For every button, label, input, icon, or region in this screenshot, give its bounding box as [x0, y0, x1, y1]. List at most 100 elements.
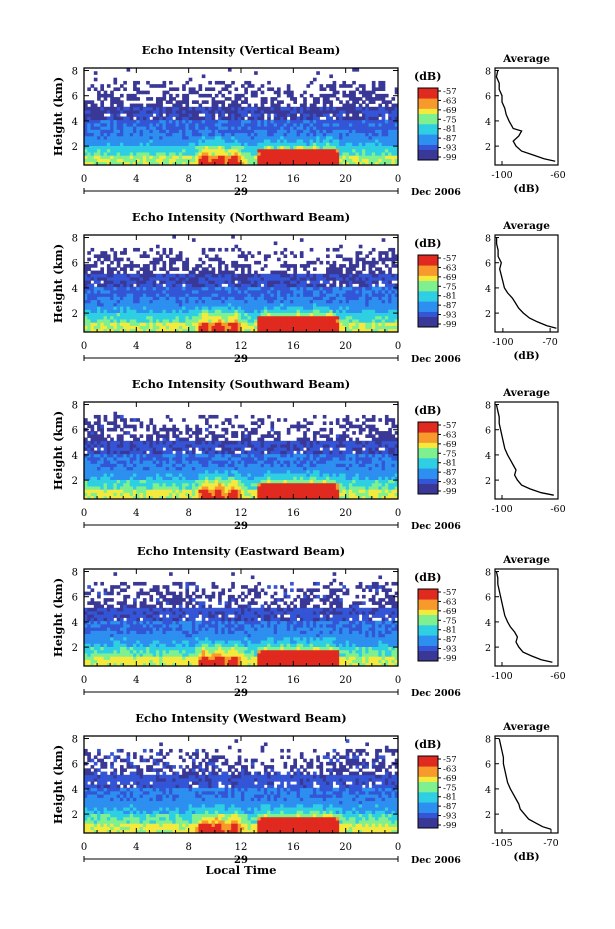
heatmap-cell — [116, 299, 121, 304]
heatmap-cell — [322, 277, 327, 281]
heatmap-cell — [244, 87, 248, 92]
heatmap-cell — [280, 139, 284, 143]
heatmap-cell — [293, 299, 297, 304]
heatmap-cell — [90, 296, 95, 301]
heatmap-cell — [136, 280, 140, 284]
heatmap-cell — [139, 148, 144, 153]
heatmap-cell — [152, 315, 157, 320]
heatmap-cell — [322, 135, 327, 140]
heatmap-cell — [241, 319, 245, 323]
heatmap-cell — [231, 161, 235, 166]
heatmap-cell — [162, 296, 167, 301]
heatmap-cell — [365, 315, 369, 320]
heatmap-cell — [218, 270, 222, 275]
heatmap-cell — [97, 319, 101, 323]
heatmap-cell — [227, 273, 232, 278]
heatmap-cell — [87, 453, 91, 458]
heatmap-cell — [241, 277, 245, 281]
heatmap-cell — [352, 145, 356, 150]
heatmap-cell — [159, 119, 163, 124]
heatmap-cell — [165, 466, 170, 471]
heatmap-cell — [388, 100, 392, 104]
heatmap-cell — [247, 122, 252, 127]
heatmap-cell — [267, 161, 271, 166]
heatmap-cell — [106, 257, 111, 262]
heatmap-cell — [303, 90, 307, 95]
heatmap-cell — [123, 328, 127, 333]
heatmap-cell — [306, 299, 311, 304]
heatmap-cell — [342, 126, 347, 130]
heatmap-cell — [391, 315, 396, 320]
heatmap-cell — [205, 306, 209, 310]
heatmap-cell — [165, 319, 170, 323]
heatmap-cell — [388, 148, 392, 153]
heatmap-cell — [142, 273, 147, 278]
heatmap-cell — [254, 139, 258, 143]
heatmap-cell — [201, 286, 206, 291]
heatmap-cell — [290, 328, 294, 333]
heatmap-cell — [155, 456, 160, 461]
heatmap-cell — [175, 132, 180, 137]
heatmap-cell — [123, 492, 127, 497]
heatmap-cell — [306, 312, 311, 317]
heatmap-cell — [247, 80, 252, 85]
heatmap-cell — [316, 158, 320, 163]
heatmap-cell — [129, 106, 134, 111]
heatmap-cell — [362, 315, 366, 320]
heatmap-cell — [286, 135, 291, 140]
heatmap-cell — [191, 489, 196, 493]
heatmap-cell — [270, 325, 275, 330]
heatmap-cell — [123, 110, 127, 114]
heatmap-cell — [309, 139, 314, 143]
heatmap-cell — [152, 328, 157, 333]
heatmap-cell — [316, 306, 320, 310]
heatmap-cell — [355, 132, 360, 137]
heatmap-cell — [159, 135, 163, 140]
heatmap-cell — [218, 155, 222, 159]
heatmap-cell — [100, 139, 105, 143]
heatmap-cell — [221, 280, 226, 284]
heatmap-cell — [335, 97, 340, 101]
heatmap-cell — [365, 293, 369, 297]
heatmap-cell — [355, 106, 360, 111]
heatmap-cell — [312, 286, 317, 291]
heatmap-cell — [329, 325, 333, 330]
heatmap-cell — [283, 126, 288, 130]
heatmap-cell — [290, 302, 294, 307]
heatmap-cell — [110, 103, 114, 108]
heatmap-cell — [169, 444, 173, 448]
heatmap-cell — [110, 456, 114, 461]
heatmap-cell — [247, 110, 252, 114]
heatmap-cell — [326, 161, 330, 166]
heatmap-cell — [162, 328, 167, 333]
heatmap-cell — [123, 142, 127, 146]
heatmap-cell — [316, 283, 320, 288]
heatmap-cell — [198, 161, 203, 166]
heatmap-cell — [218, 116, 222, 121]
heatmap-cell — [103, 453, 108, 458]
heatmap-cell — [175, 106, 180, 111]
heatmap-cell — [273, 126, 278, 130]
heatmap-cell — [218, 161, 222, 166]
heatmap-cell — [208, 126, 212, 130]
heatmap-cell — [87, 161, 91, 166]
heatmap-cell — [237, 325, 242, 330]
heatmap-cell — [329, 283, 333, 288]
heatmap-cell — [296, 152, 301, 156]
heatmap-cell — [342, 103, 347, 108]
date-label: Dec 2006 — [411, 354, 461, 365]
heatmap-cell — [335, 155, 340, 159]
heatmap-cell — [375, 299, 379, 304]
heatmap-cell — [342, 280, 347, 284]
heatmap-cell — [381, 80, 386, 85]
heatmap-cell — [113, 100, 118, 104]
heatmap-cell — [371, 299, 376, 304]
heatmap-cell — [293, 306, 297, 310]
colorbar-segment — [418, 139, 438, 145]
heatmap-cell — [329, 110, 333, 114]
heatmap-cell — [97, 312, 101, 317]
heatmap-cell — [84, 482, 88, 487]
heatmap-cell — [195, 495, 199, 500]
heatmap-cell — [113, 283, 118, 288]
heatmap-cell — [159, 328, 163, 333]
